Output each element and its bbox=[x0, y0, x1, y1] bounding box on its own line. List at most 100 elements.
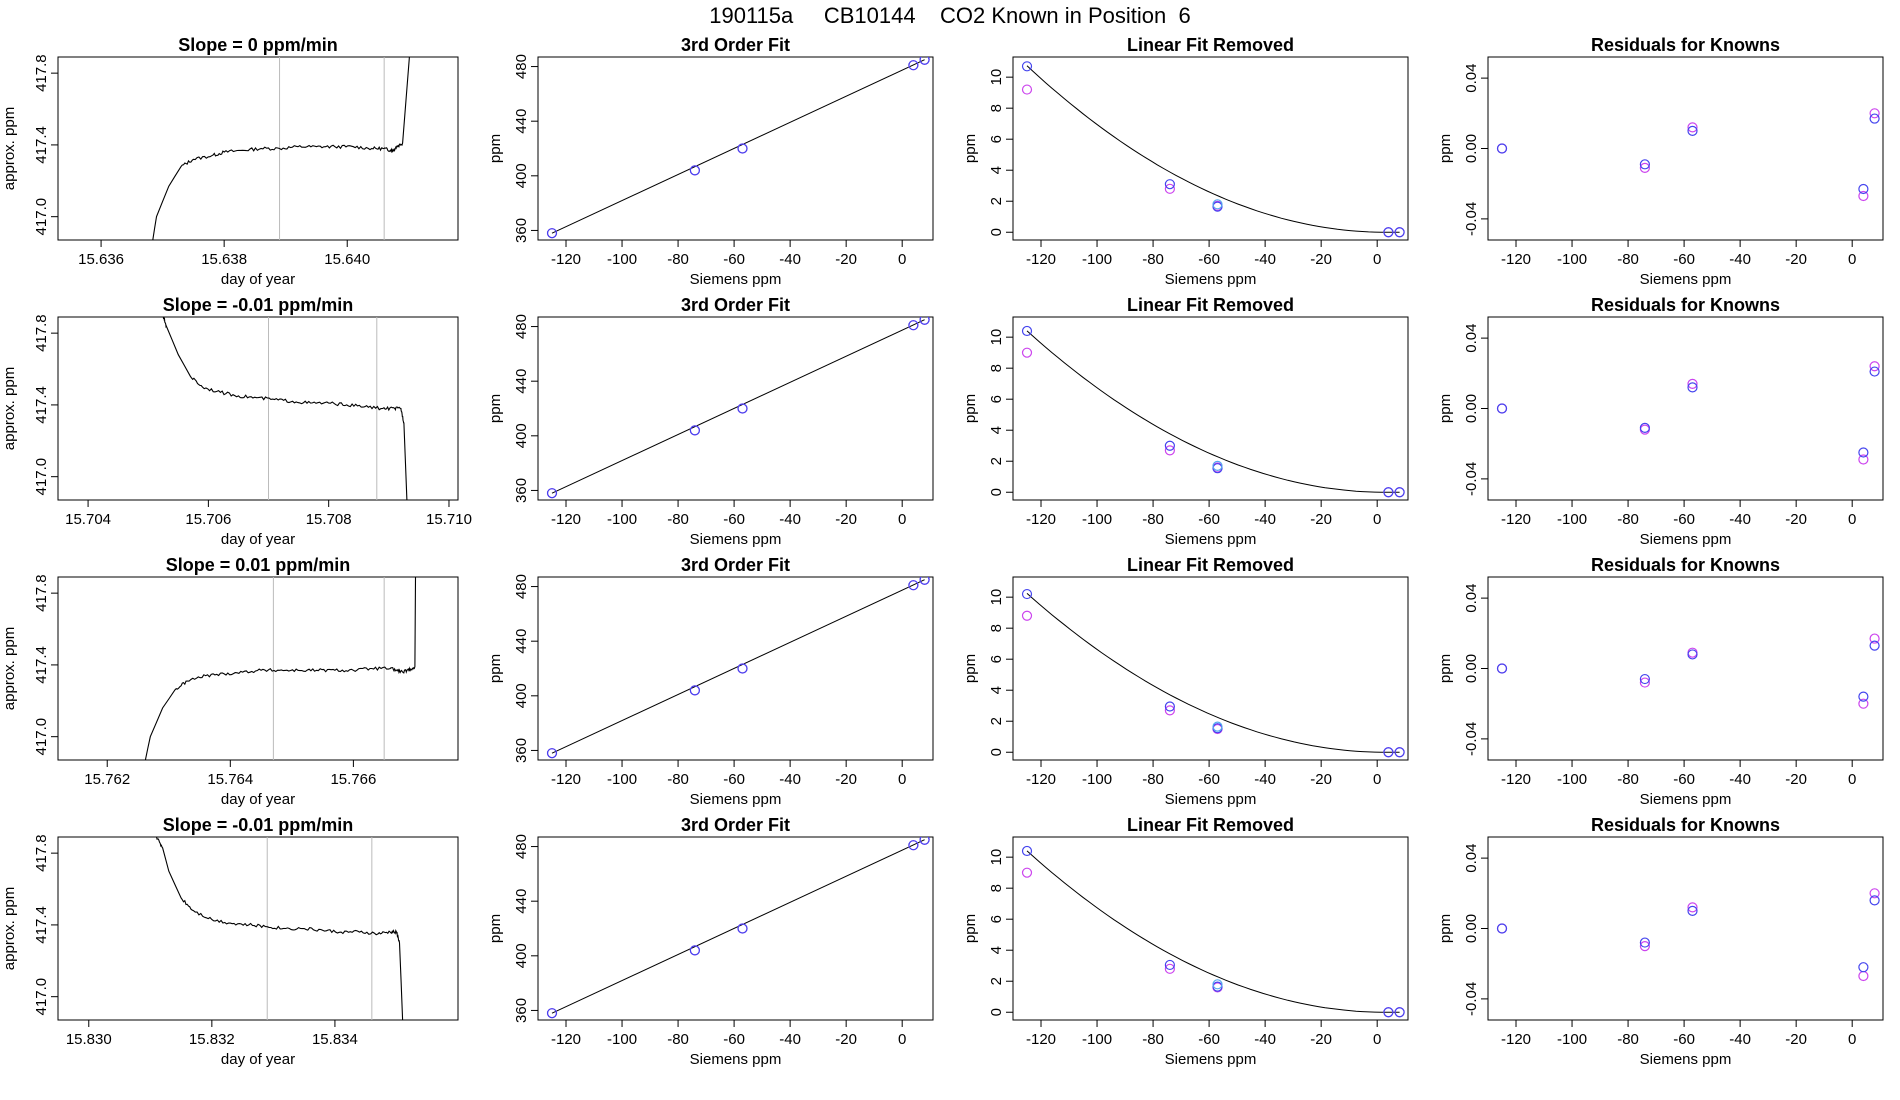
fit-curve bbox=[1026, 850, 1400, 1013]
x-tick-label: 0 bbox=[1373, 251, 1381, 268]
y-axis-label: ppm bbox=[1437, 654, 1454, 683]
y-tick-label: 360 bbox=[513, 218, 530, 243]
x-tick-label: -120 bbox=[1026, 251, 1056, 268]
data-point bbox=[1869, 888, 1880, 899]
x-tick-label: 0 bbox=[1373, 511, 1381, 528]
x-tick-label: -80 bbox=[1142, 251, 1164, 268]
data-point bbox=[1639, 162, 1650, 173]
x-tick-label: -120 bbox=[1026, 511, 1056, 528]
panel-title: 3rd Order Fit bbox=[681, 555, 790, 575]
y-tick-label: 0.04 bbox=[1463, 844, 1480, 873]
data-point bbox=[1687, 122, 1698, 133]
data-point bbox=[919, 577, 930, 585]
y-tick-label: 480 bbox=[513, 834, 530, 859]
y-tick-label: 417.4 bbox=[33, 386, 50, 424]
panel-r2-c4: Residuals for Knowns -120 -100 -80 -60 -40 -20… bbox=[1437, 295, 1884, 548]
plot-data bbox=[1021, 845, 1405, 1018]
plot-data bbox=[1021, 588, 1405, 758]
x-axis-label: Siemens ppm bbox=[690, 791, 782, 808]
plot-data bbox=[546, 57, 930, 239]
y-tick-label: 360 bbox=[513, 738, 530, 763]
plot-data bbox=[1021, 61, 1405, 238]
y-axis-label: ppm bbox=[962, 394, 979, 423]
panel-title: Slope = 0.01 ppm/min bbox=[166, 555, 351, 575]
x-tick-label: -100 bbox=[607, 1031, 637, 1048]
data-point bbox=[689, 685, 700, 696]
x-axis-label: Siemens ppm bbox=[1165, 531, 1257, 548]
y-tick-label: 10 bbox=[988, 849, 1005, 866]
y-tick-label: 0.00 bbox=[1463, 914, 1480, 943]
data-point bbox=[1394, 1007, 1405, 1018]
y-tick-label: 4 bbox=[988, 686, 1005, 694]
x-axis-label: Siemens ppm bbox=[1640, 271, 1732, 288]
y-tick-label: 480 bbox=[513, 574, 530, 599]
x-axis-label: Siemens ppm bbox=[1165, 791, 1257, 808]
x-tick-label: 15.832 bbox=[189, 1031, 235, 1048]
x-tick-label: -100 bbox=[1557, 251, 1587, 268]
data-point bbox=[546, 1008, 558, 1019]
y-tick-label: 417.0 bbox=[33, 718, 50, 756]
x-tick-label: -100 bbox=[607, 771, 637, 788]
y-tick-label: 440 bbox=[513, 109, 530, 134]
y-tick-label: 0 bbox=[988, 1008, 1005, 1016]
x-tick-label: -60 bbox=[1198, 1031, 1220, 1048]
x-tick-label: -40 bbox=[779, 511, 801, 528]
y-tick-label: 10 bbox=[988, 589, 1005, 606]
plot-frame bbox=[57, 576, 459, 761]
x-tick-label: -80 bbox=[1617, 511, 1639, 528]
x-tick-label: -20 bbox=[835, 251, 857, 268]
panel-title: 3rd Order Fit bbox=[681, 295, 790, 315]
y-tick-label: 417.0 bbox=[33, 458, 50, 496]
page-title: 190115a CB10144 CO2 Known in Position 6 bbox=[0, 3, 1900, 29]
y-tick-label: 10 bbox=[988, 329, 1005, 346]
fit-curve bbox=[1026, 65, 1400, 233]
data-point bbox=[1164, 959, 1175, 971]
panel-title: Linear Fit Removed bbox=[1127, 815, 1294, 835]
data-point bbox=[1021, 845, 1033, 857]
y-tick-label: 400 bbox=[513, 943, 530, 968]
y-tick-label: 6 bbox=[988, 915, 1005, 923]
plot-data bbox=[1496, 888, 1880, 982]
panel-r4-c2: 3rd Order Fit -120 -100 -80 -60 -40 -20 0 Siemen… bbox=[487, 815, 934, 1068]
x-axis-label: day of year bbox=[221, 1051, 295, 1068]
x-tick-label: 0 bbox=[898, 251, 906, 268]
data-point bbox=[1383, 1007, 1394, 1018]
data-point bbox=[1021, 84, 1033, 95]
plot-frame bbox=[537, 316, 934, 501]
x-axis-label: Siemens ppm bbox=[690, 1051, 782, 1068]
panel-r3-c1: Slope = 0.01 ppm/min 15.762 15.764 15.766 da… bbox=[1, 555, 459, 808]
data-point bbox=[1687, 905, 1698, 917]
data-point bbox=[1383, 227, 1394, 238]
x-tick-label: -60 bbox=[1198, 771, 1220, 788]
data-point bbox=[1394, 747, 1405, 758]
data-point bbox=[1496, 403, 1508, 414]
panel-title: Linear Fit Removed bbox=[1127, 555, 1294, 575]
data-point bbox=[1687, 902, 1698, 913]
x-tick-label: 15.830 bbox=[66, 1031, 112, 1048]
data-point bbox=[1858, 970, 1869, 982]
y-tick-label: 360 bbox=[513, 478, 530, 503]
data-point bbox=[908, 580, 919, 591]
x-tick-label: -40 bbox=[1254, 511, 1276, 528]
plot-frame bbox=[1012, 836, 1409, 1021]
y-tick-label: 440 bbox=[513, 629, 530, 654]
panel-r4-c3: Linear Fit Removed -120 -100 -80 -60 -40 -20 0 S… bbox=[962, 815, 1409, 1068]
data-point bbox=[737, 663, 748, 674]
x-tick-label: -60 bbox=[723, 771, 745, 788]
y-tick-label: 8 bbox=[988, 624, 1005, 632]
x-tick-label: -80 bbox=[1142, 511, 1164, 528]
y-tick-label: 440 bbox=[513, 889, 530, 914]
y-tick-label: 440 bbox=[513, 369, 530, 394]
panel-title: Linear Fit Removed bbox=[1127, 295, 1294, 315]
panel-title: Slope = -0.01 ppm/min bbox=[163, 815, 354, 835]
title-label: CO2 Known in Position bbox=[940, 3, 1167, 28]
plot-data bbox=[155, 837, 404, 1020]
x-tick-label: -100 bbox=[1082, 251, 1112, 268]
x-tick-label: -40 bbox=[1729, 511, 1751, 528]
panel-r4-c4: Residuals for Knowns -120 -100 -80 -60 -40 -20… bbox=[1437, 815, 1884, 1068]
y-tick-label: -0.04 bbox=[1463, 982, 1480, 1016]
data-point bbox=[546, 228, 558, 239]
data-point bbox=[1164, 445, 1175, 456]
data-point bbox=[1869, 361, 1880, 372]
x-axis-label: Siemens ppm bbox=[1165, 271, 1257, 288]
